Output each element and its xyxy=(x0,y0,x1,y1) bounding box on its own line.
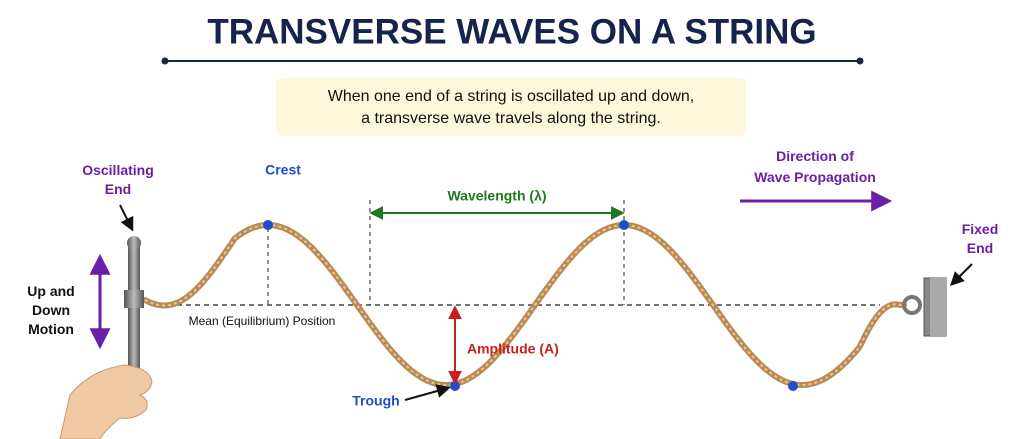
crest-label: Crest xyxy=(265,162,301,178)
pointer xyxy=(404,384,451,401)
trough-label: Trough xyxy=(352,393,399,409)
direction-label: Direction of Wave Propagation xyxy=(754,148,876,185)
wall-face xyxy=(930,278,946,336)
hand xyxy=(59,364,153,439)
description-line: a transverse wave travels along the stri… xyxy=(361,110,661,127)
ring xyxy=(902,295,922,315)
rope-twist xyxy=(144,223,904,387)
trough-point xyxy=(450,381,460,391)
crest-point xyxy=(263,220,273,230)
rod xyxy=(128,245,140,405)
trough-point xyxy=(788,381,798,391)
wavelength-label: Wavelength (λ) xyxy=(447,188,546,204)
mean-position-label: Mean (Equilibrium) Position xyxy=(189,314,336,328)
clamp xyxy=(124,290,144,308)
amplitude-label: Amplitude (A) xyxy=(467,341,559,357)
title: TRANSVERSE WAVES ON A STRING xyxy=(207,12,816,51)
fixed-end-label: Fixed End xyxy=(962,221,999,256)
rule-dot xyxy=(856,57,864,65)
pointer xyxy=(119,204,134,232)
crest-point xyxy=(619,220,629,230)
motion-label: Up and Down Motion xyxy=(27,283,74,337)
oscillating-end-label: Oscillating End xyxy=(82,162,154,197)
description-line: When one end of a string is oscillated u… xyxy=(328,88,694,105)
description-box xyxy=(276,78,746,136)
knob xyxy=(127,236,141,250)
pointer xyxy=(950,263,973,286)
rule-dot xyxy=(161,57,169,65)
